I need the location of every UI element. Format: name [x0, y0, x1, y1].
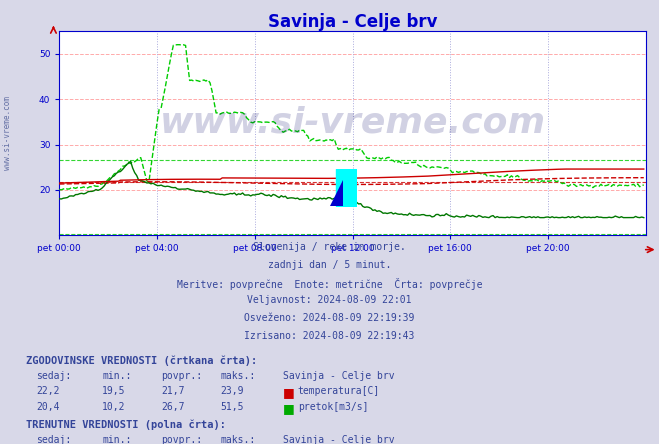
Text: 10,2: 10,2: [102, 402, 126, 412]
Text: 20,4: 20,4: [36, 402, 60, 412]
Text: ZGODOVINSKE VREDNOSTI (črtkana črta):: ZGODOVINSKE VREDNOSTI (črtkana črta):: [26, 355, 258, 366]
Text: ■: ■: [283, 402, 295, 415]
Text: sedaj:: sedaj:: [36, 435, 71, 444]
Text: Osveženo: 2024-08-09 22:19:39: Osveženo: 2024-08-09 22:19:39: [244, 313, 415, 323]
Text: TRENUTNE VREDNOSTI (polna črta):: TRENUTNE VREDNOSTI (polna črta):: [26, 420, 226, 430]
Text: pretok[m3/s]: pretok[m3/s]: [298, 402, 368, 412]
Text: maks.:: maks.:: [221, 435, 256, 444]
Title: Savinja - Celje brv: Savinja - Celje brv: [268, 13, 438, 31]
Text: povpr.:: povpr.:: [161, 435, 202, 444]
Text: min.:: min.:: [102, 435, 132, 444]
Text: Slovenija / reke in morje.: Slovenija / reke in morje.: [253, 242, 406, 252]
Text: Meritve: povprečne  Enote: metrične  Črta: povprečje: Meritve: povprečne Enote: metrične Črta:…: [177, 278, 482, 289]
Text: 51,5: 51,5: [221, 402, 244, 412]
Text: Izrisano: 2024-08-09 22:19:43: Izrisano: 2024-08-09 22:19:43: [244, 331, 415, 341]
Text: 19,5: 19,5: [102, 386, 126, 396]
Text: temperatura[C]: temperatura[C]: [298, 386, 380, 396]
Text: www.si-vreme.com: www.si-vreme.com: [3, 96, 13, 170]
Text: povpr.:: povpr.:: [161, 371, 202, 381]
Text: Savinja - Celje brv: Savinja - Celje brv: [283, 435, 395, 444]
Text: www.si-vreme.com: www.si-vreme.com: [159, 106, 546, 140]
Text: 26,7: 26,7: [161, 402, 185, 412]
Polygon shape: [330, 180, 343, 206]
Text: 21,7: 21,7: [161, 386, 185, 396]
Text: sedaj:: sedaj:: [36, 371, 71, 381]
Text: Veljavnost: 2024-08-09 22:01: Veljavnost: 2024-08-09 22:01: [247, 295, 412, 305]
Text: maks.:: maks.:: [221, 371, 256, 381]
Text: Savinja - Celje brv: Savinja - Celje brv: [283, 371, 395, 381]
Text: 23,9: 23,9: [221, 386, 244, 396]
Text: min.:: min.:: [102, 371, 132, 381]
Text: ■: ■: [283, 386, 295, 399]
Text: zadnji dan / 5 minut.: zadnji dan / 5 minut.: [268, 260, 391, 270]
Text: 22,2: 22,2: [36, 386, 60, 396]
